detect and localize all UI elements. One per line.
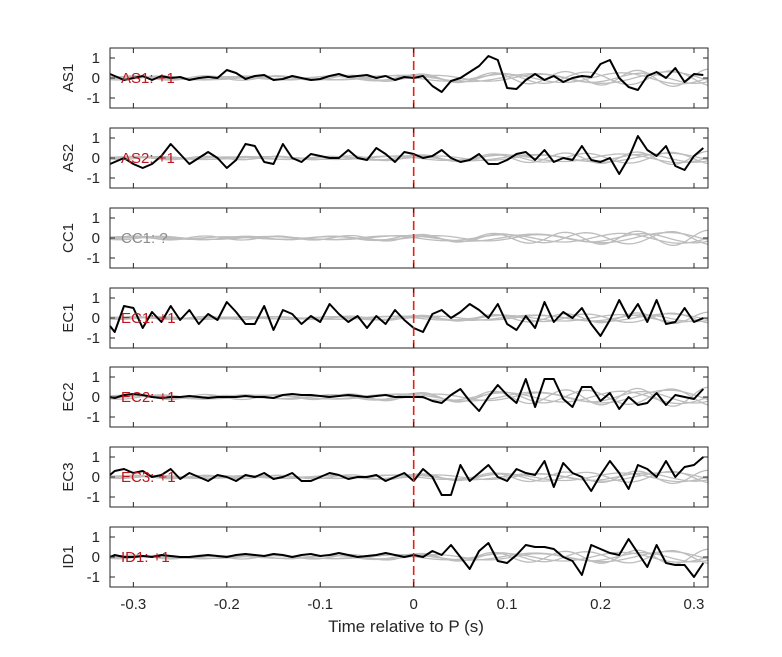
y-tick-label: 1 [92,529,100,546]
y-tick-label: 0 [92,549,100,566]
gray-trace-4 [109,386,709,407]
y-tick-label: 0 [92,469,100,486]
station-label: AS1 [60,64,77,92]
polarity-annotation: AS2: +1 [121,150,175,167]
panel-ec3: 1 0 -1 EC3 EC3: +1 [60,446,709,508]
x-tick-label: 0.2 [590,596,611,613]
stacked-trace [109,538,705,578]
y-tick-label: 1 [92,50,100,67]
stacked-trace [109,299,704,337]
polarity-annotation: AS1: +1 [121,70,175,87]
stacked-trace [109,378,705,412]
y-tick-label: 1 [92,369,100,386]
y-tick-label: -1 [87,170,100,187]
y-tick-label: 0 [92,389,100,406]
station-label: ID1 [60,545,77,568]
station-label: AS2 [60,144,77,172]
gray-trace-1 [109,233,709,244]
gray-trace-5 [109,313,709,323]
polarity-annotation: ID1: +1 [121,549,170,566]
polarity-annotation: EC2: +1 [121,389,176,406]
station-label: EC2 [60,382,77,411]
polarity-annotation: CC1: ? [121,230,168,247]
gray-trace-5 [109,232,709,244]
y-tick-label: 0 [92,230,100,247]
gray-trace-4 [109,68,709,87]
y-tick-label: 0 [92,70,100,87]
stacked-trace [109,456,704,496]
polarity-annotation: EC1: +1 [121,310,176,327]
stacked-trace [109,135,704,175]
y-tick-label: 1 [92,449,100,466]
gray-trace-4 [109,229,709,247]
y-tick-label: -1 [87,250,100,267]
y-tick-label: -1 [87,409,100,426]
y-tick-label: 1 [92,290,100,307]
gray-trace-1 [109,314,709,323]
y-tick-label: -1 [87,90,100,107]
y-tick-label: -1 [87,330,100,347]
polarity-annotation: EC3: +1 [121,469,176,486]
panel-ec2: 1 0 -1 EC2 EC2: +1 [60,366,709,428]
x-tick-label: 0.3 [684,596,705,613]
station-label: EC3 [60,462,77,491]
y-tick-label: 0 [92,310,100,327]
stacked-trace [109,55,704,93]
station-label: CC1 [60,223,77,253]
panel-as2: 1 0 -1 AS2 AS2: +1 [60,127,709,189]
gray-trace-5 [109,153,709,164]
panel-as1: 1 0 -1 AS1 AS1: +1 [60,47,709,109]
panel-cc1: 1 0 -1 CC1 CC1: ? [60,207,709,269]
x-axis: -0.3 -0.2 -0.1 0 0.1 0.2 0.3 [120,596,704,613]
y-tick-label: 1 [92,210,100,227]
panels-group: 1 0 -1 AS1 AS1: +1 1 0 -1 AS2 AS2: +1 1 0 -1 CC1 CC1: … [60,47,709,588]
x-tick-label: 0 [410,596,418,613]
y-tick-label: -1 [87,569,100,586]
x-axis-label: Time relative to P (s) [328,617,484,636]
panel-id1: 1 0 -1 ID1 ID1: +1 [60,526,709,588]
x-tick-label: 0.1 [497,596,518,613]
panel-ec1: 1 0 -1 EC1 EC1: +1 [60,287,709,349]
x-tick-label: -0.1 [307,596,333,613]
y-tick-label: 0 [92,150,100,167]
station-label: EC1 [60,303,77,332]
y-tick-label: 1 [92,130,100,147]
y-tick-label: -1 [87,489,100,506]
x-tick-label: -0.2 [214,596,240,613]
x-tick-label: -0.3 [120,596,146,613]
